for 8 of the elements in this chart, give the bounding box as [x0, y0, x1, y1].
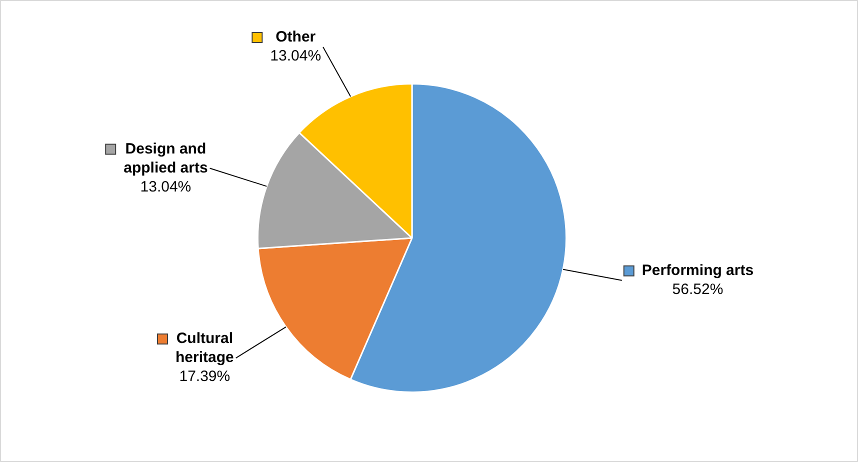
legend-label: Other: [276, 28, 316, 46]
data-label: 56.52%: [672, 281, 724, 298]
legend-label: Cultural heritage: [175, 330, 234, 366]
legend-label: Performing arts: [642, 262, 754, 280]
data-label: 13.04%: [270, 48, 322, 65]
data-label: 13.04%: [140, 178, 192, 196]
legend-label: Design and applied arts: [124, 140, 208, 176]
data-label: 17.39%: [179, 368, 230, 386]
